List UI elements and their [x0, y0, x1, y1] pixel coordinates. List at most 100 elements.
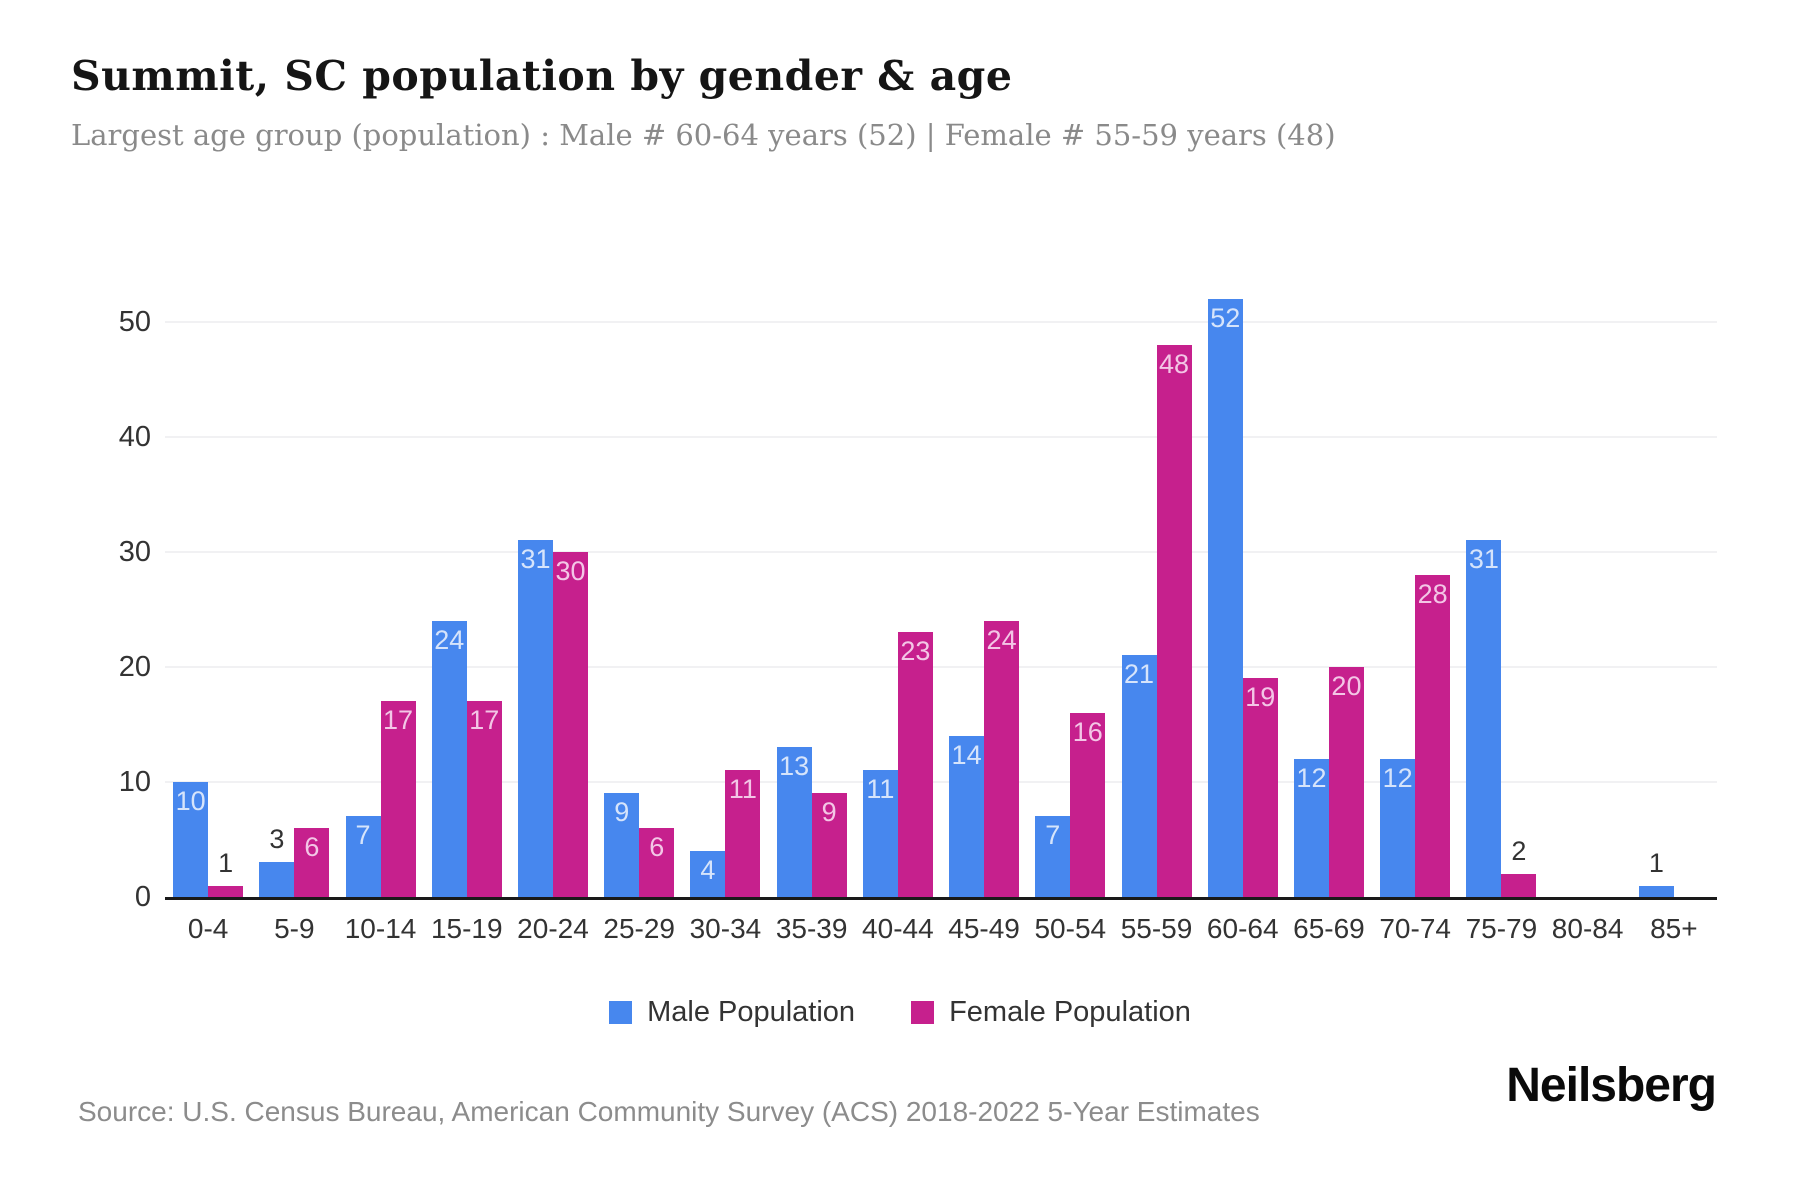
bar-value-label: 52	[1210, 302, 1241, 333]
x-tick-label: 15-19	[430, 913, 503, 944]
bar-group: 7 16 50-54	[1027, 264, 1113, 944]
legend-item-male[interactable]: Male Population	[609, 996, 855, 1029]
x-tick-label: 70-74	[1379, 913, 1451, 944]
legend-item-female[interactable]: Female Population	[911, 996, 1191, 1029]
plot-area: 0 10 20 30 40 50 10 1 0-4 3 6 5-9 7 17 10-14 24 17 15-19…	[119, 264, 1717, 944]
bar-group: 24 17 15-19	[424, 264, 510, 944]
male-bar[interactable]: 31	[1466, 540, 1502, 897]
female-bar[interactable]: 19	[1242, 678, 1278, 897]
x-tick-label: 65-69	[1293, 913, 1365, 944]
bar-value-label: 19	[1245, 682, 1276, 713]
bar-value-label: 11	[866, 774, 895, 805]
y-tick-label: 10	[118, 765, 151, 798]
female-bar[interactable]: 28	[1415, 574, 1451, 897]
bar-value-label: 7	[355, 820, 371, 851]
bar-value-label: 20	[1331, 670, 1362, 701]
bar-value-label: 9	[821, 797, 837, 828]
bar-group: 14 24 45-49	[941, 264, 1027, 944]
bar-group: 3 6 5-9	[251, 264, 337, 944]
bar-group: 31 30 20-24	[510, 264, 596, 944]
gridline	[165, 435, 1717, 438]
female-bar[interactable]: 6	[294, 827, 330, 897]
male-bar[interactable]: 1	[1638, 848, 1674, 897]
male-bar[interactable]: 12	[1293, 758, 1329, 897]
bar-value-label: 31	[520, 544, 551, 575]
male-bar[interactable]: 21	[1121, 655, 1157, 897]
bar-value-label: 7	[1045, 820, 1061, 851]
bar-value-label: 30	[555, 555, 586, 586]
gridline	[165, 665, 1717, 668]
x-tick-label: 0-4	[187, 913, 229, 944]
bar-group: 52 19 60-64	[1200, 264, 1286, 944]
y-tick-label: 30	[118, 535, 151, 568]
bar-value-label: 28	[1417, 578, 1448, 609]
x-tick-label: 50-54	[1034, 913, 1107, 944]
bar-group: 4 11 30-34	[682, 264, 768, 944]
legend: Male Population Female Population	[0, 996, 1800, 1029]
bar-value-label: 48	[1158, 348, 1190, 379]
female-bar[interactable]: 2	[1501, 836, 1537, 897]
x-tick-label: 40-44	[862, 913, 934, 944]
female-bar[interactable]: 20	[1328, 666, 1364, 897]
female-bar[interactable]: 24	[984, 620, 1020, 897]
bar-value-label: 14	[951, 739, 982, 770]
x-tick-label: 35-39	[775, 913, 848, 944]
gridline	[165, 780, 1717, 783]
x-tick-label: 75-79	[1465, 913, 1538, 944]
bar-value-label: 1	[1648, 847, 1664, 878]
female-bar[interactable]: 11	[725, 770, 761, 897]
x-tick-label: 20-24	[517, 913, 589, 944]
x-tick-label: 45-49	[948, 913, 1020, 944]
male-bar[interactable]: 7	[345, 816, 381, 897]
male-bar[interactable]: 11	[862, 770, 898, 897]
legend-label-female: Female Population	[949, 996, 1191, 1028]
x-tick-label: 85+	[1650, 913, 1698, 944]
male-bar[interactable]: 24	[431, 620, 467, 897]
female-bar[interactable]: 30	[552, 551, 588, 897]
bar-value-label: 17	[469, 705, 500, 736]
bar-group: 12 28 70-74	[1372, 264, 1458, 944]
x-tick-label: 30-34	[689, 913, 762, 944]
male-bar[interactable]: 9	[604, 793, 640, 897]
bar-group: 1 85+	[1631, 264, 1717, 944]
female-bar[interactable]: 48	[1156, 344, 1192, 897]
male-bar[interactable]: 31	[517, 540, 553, 897]
bar-group: 10 1 0-4	[165, 264, 251, 944]
bar-group: 80-84	[1545, 264, 1631, 944]
male-bar[interactable]: 52	[1207, 298, 1243, 897]
male-bar[interactable]: 7	[1035, 816, 1071, 897]
y-tick-label: 0	[134, 881, 151, 913]
female-bar[interactable]: 1	[208, 848, 244, 897]
x-tick-label: 55-59	[1120, 913, 1193, 944]
gridline	[165, 320, 1717, 323]
female-bar[interactable]: 17	[466, 701, 502, 897]
x-tick-label: 10-14	[344, 913, 417, 944]
male-bar[interactable]: 10	[173, 781, 209, 897]
bar-value-label: 12	[1296, 762, 1327, 793]
x-tick-label: 25-29	[603, 913, 676, 944]
chart-title: Summit, SC population by gender & age	[71, 52, 1013, 100]
female-bar[interactable]: 17	[380, 701, 416, 897]
neilsberg-logo: Neilsberg	[1506, 1059, 1717, 1112]
male-bar[interactable]: 14	[949, 735, 985, 897]
bar-value-label: 4	[700, 854, 716, 885]
female-bar[interactable]: 23	[897, 632, 933, 897]
gridline	[165, 550, 1717, 553]
male-swatch-icon	[609, 1001, 633, 1024]
bar-value-label: 23	[900, 636, 931, 667]
legend-label-male: Male Population	[647, 996, 856, 1028]
female-bar[interactable]: 16	[1070, 712, 1106, 897]
male-bar[interactable]: 4	[690, 850, 726, 897]
female-bar[interactable]: 9	[811, 793, 847, 897]
bar-group: 13 9 35-39	[769, 264, 855, 944]
bar-groups: 10 1 0-4 3 6 5-9 7 17 10-14 24 17 15-19 31 30 20-24 9 6 2…	[165, 264, 1717, 944]
bar-group: 12 20 65-69	[1286, 264, 1372, 944]
x-tick-label: 60-64	[1206, 913, 1279, 944]
male-bar[interactable]: 13	[776, 747, 812, 897]
bar-value-label: 13	[779, 751, 810, 782]
male-bar[interactable]: 12	[1380, 758, 1416, 897]
female-bar[interactable]: 6	[639, 827, 675, 897]
male-bar[interactable]: 3	[259, 824, 295, 897]
bar-value-label: 17	[383, 705, 414, 736]
y-tick-label: 40	[118, 420, 151, 453]
